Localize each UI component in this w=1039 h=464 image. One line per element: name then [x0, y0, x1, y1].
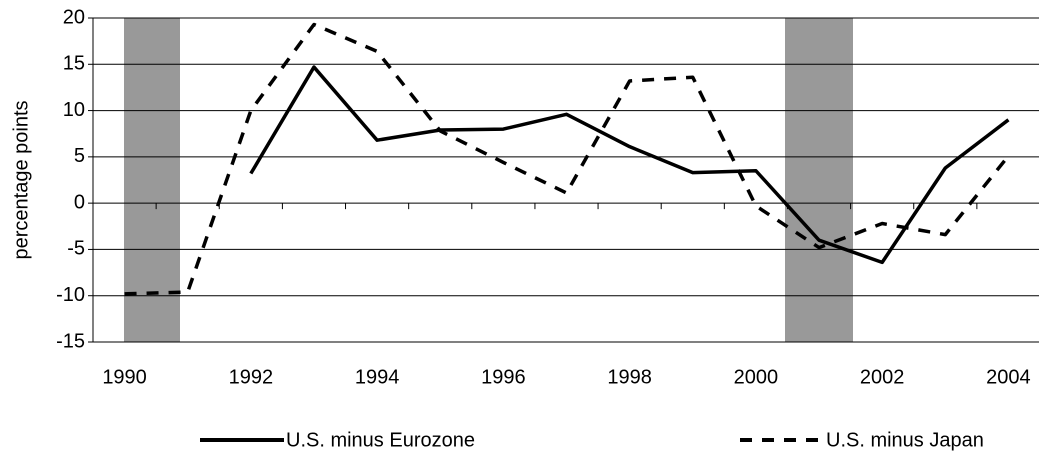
legend-label: U.S. minus Japan: [826, 429, 984, 451]
series-line: [124, 22, 1010, 296]
x-tick-label: 2002: [860, 366, 905, 388]
y-tick-label: -10: [56, 284, 85, 306]
y-tick-label: 10: [63, 99, 85, 121]
x-tick-label: 1994: [355, 366, 400, 388]
y-tick-label: 0: [74, 191, 85, 213]
shaded-period: [124, 18, 180, 342]
x-tick-label: 2000: [734, 366, 779, 388]
x-tick-label: 1998: [607, 366, 652, 388]
legend-label: U.S. minus Eurozone: [286, 429, 475, 451]
x-tick-label: 1996: [481, 366, 526, 388]
shaded-period: [785, 18, 853, 342]
y-tick-label: 20: [63, 6, 85, 28]
y-tick-label: -15: [56, 330, 85, 352]
y-tick-label: 5: [74, 145, 85, 167]
y-tick-label: 15: [63, 53, 85, 75]
x-tick-label: 1992: [229, 366, 274, 388]
x-tick-label: 2004: [986, 366, 1031, 388]
y-axis-label: percentage points: [10, 100, 32, 259]
y-tick-label: -5: [67, 238, 85, 260]
series-line: [249, 65, 1010, 265]
x-tick-label: 1990: [102, 366, 147, 388]
